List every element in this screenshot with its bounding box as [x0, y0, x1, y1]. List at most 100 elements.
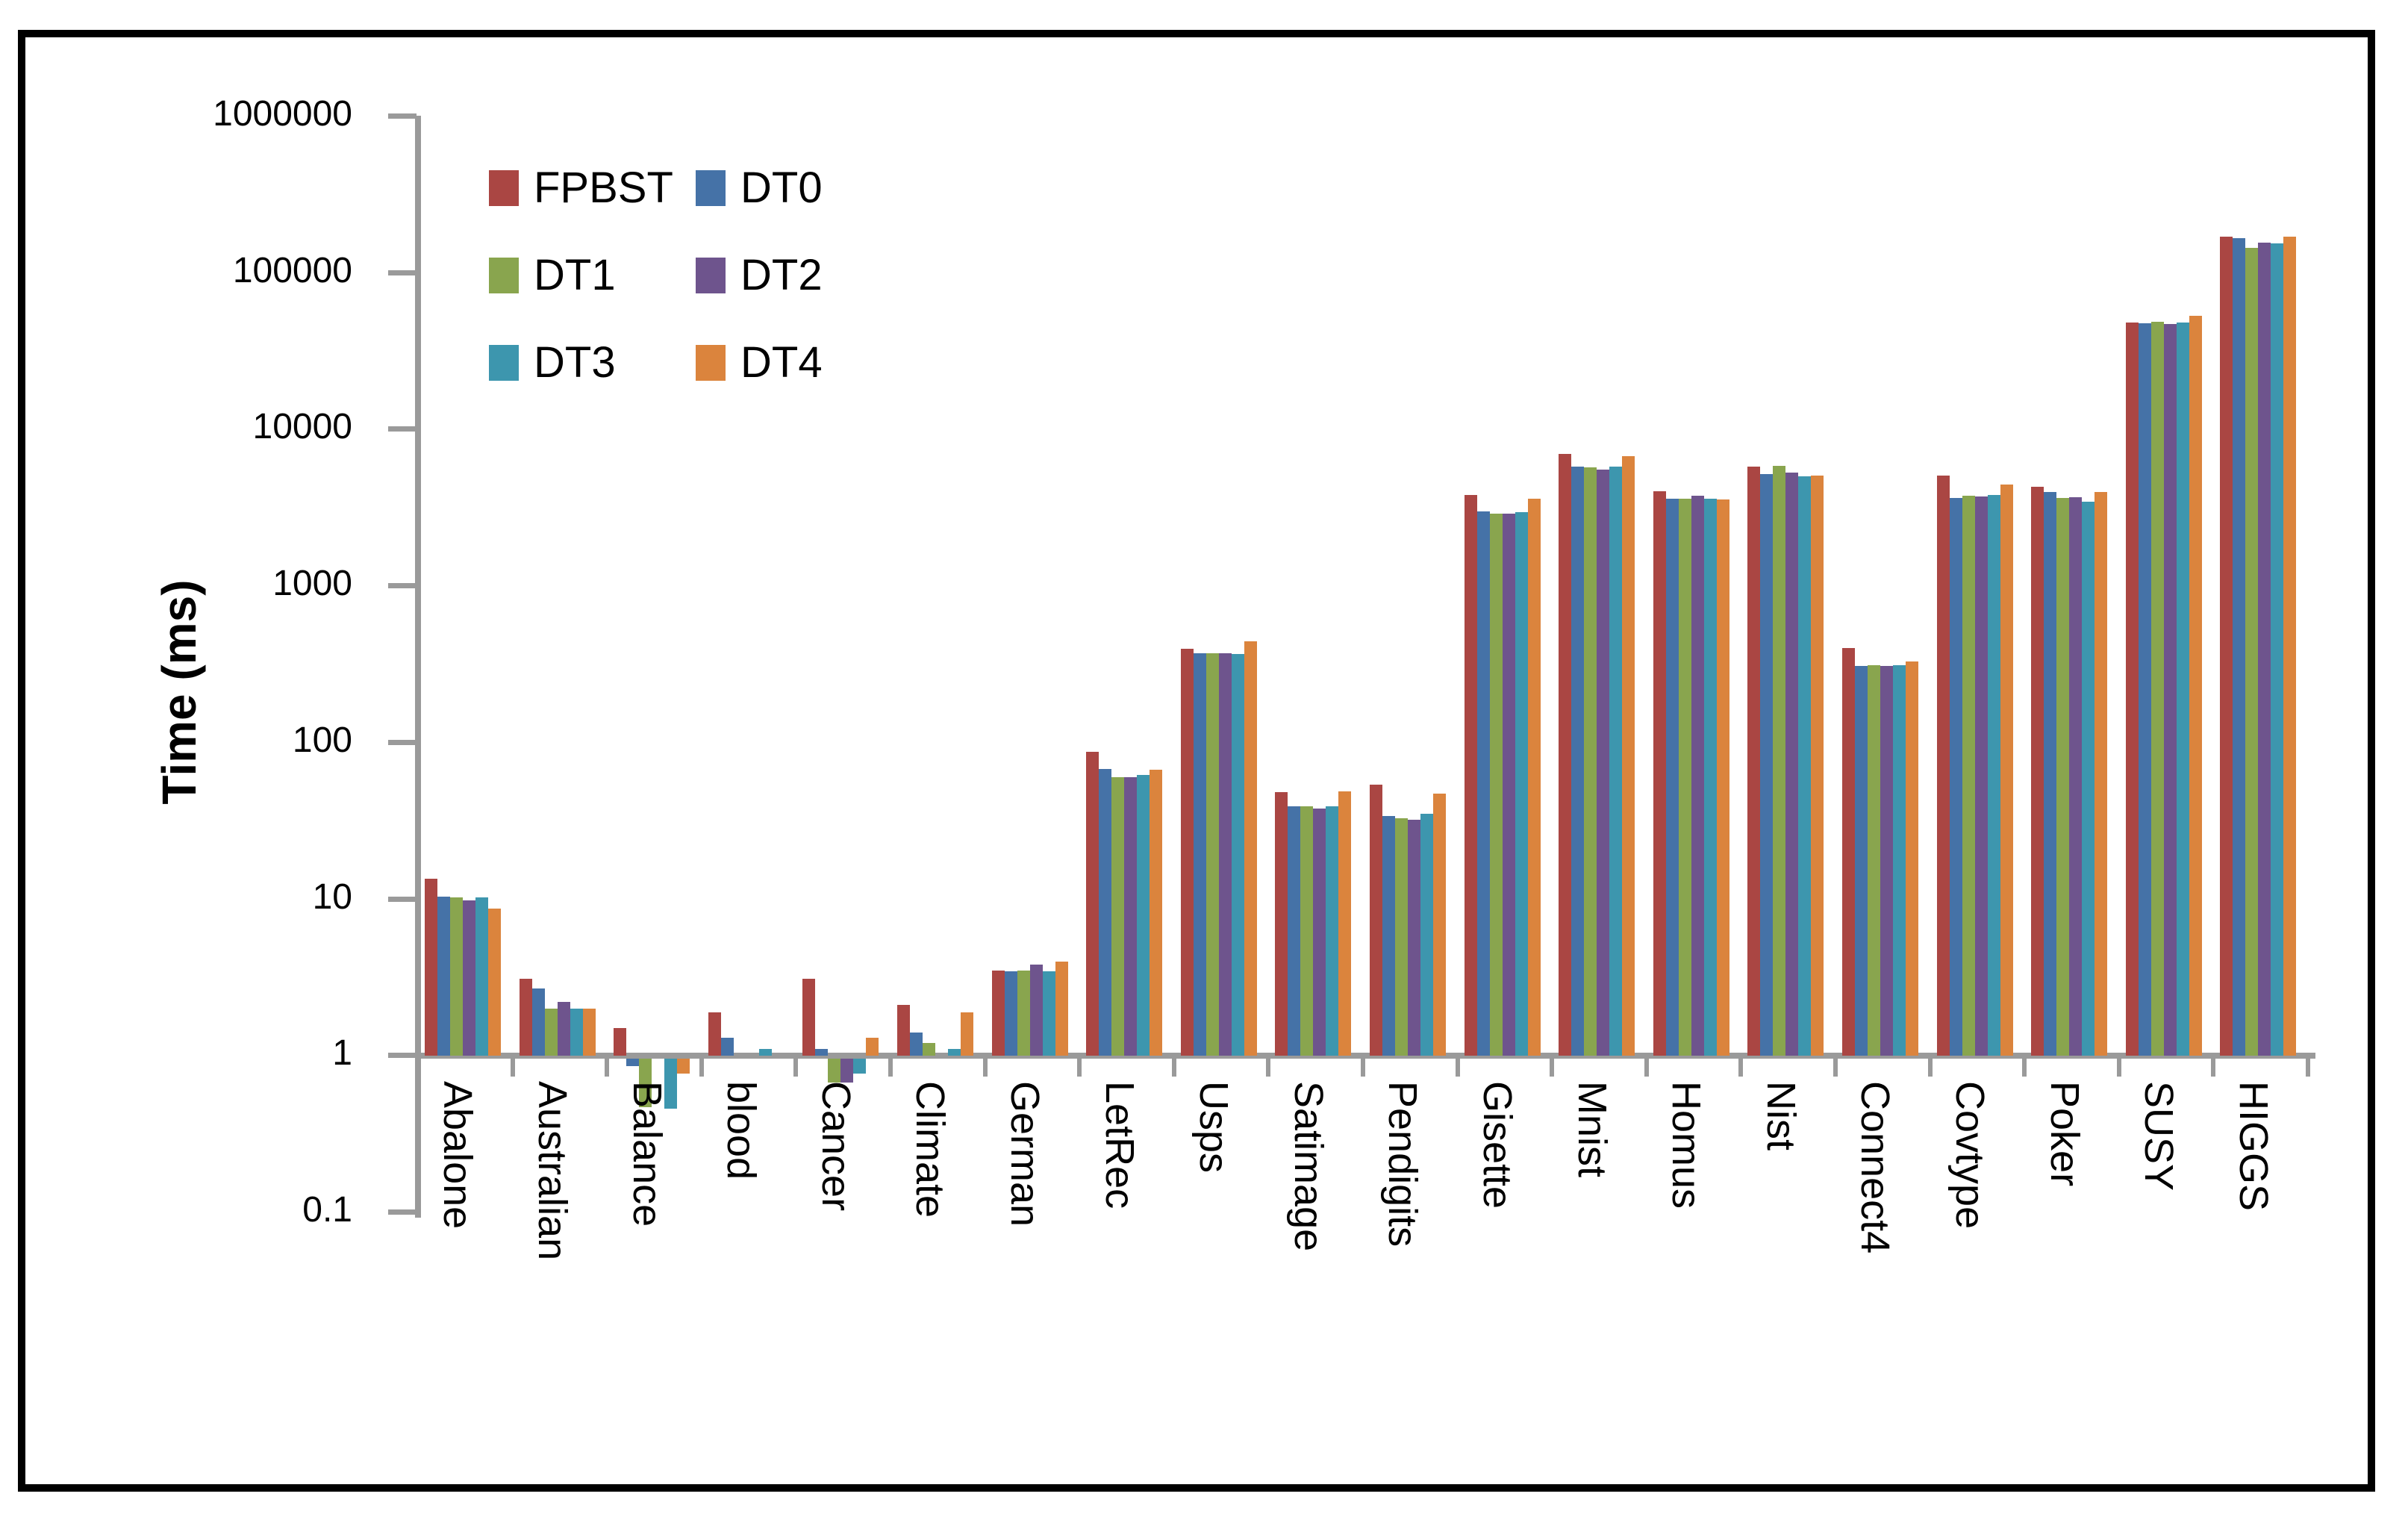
bar-dt2-usps [1218, 653, 1232, 1056]
y-tick-label: 0.1 [302, 1189, 352, 1230]
y-tick-label: 100000 [232, 250, 352, 290]
bar-dt1-australian [544, 1008, 558, 1056]
bar-dt3-covtype [1987, 494, 2000, 1056]
bar-dt4-usps [1244, 641, 1257, 1056]
bar-dt0-gisette [1476, 511, 1490, 1056]
bar-fpbst-blood [708, 1012, 721, 1056]
bar-dt1-cancer [828, 1059, 841, 1083]
legend-swatch-dt1 [489, 258, 519, 293]
bar-dt2-letrec [1124, 777, 1138, 1056]
bar-dt1-satimage [1300, 806, 1314, 1056]
x-tick-mark [1833, 1059, 1838, 1077]
x-tick-mark [1455, 1059, 1460, 1077]
bar-dt0-pendigits [1382, 815, 1395, 1056]
legend-swatch-dt2 [696, 258, 726, 293]
y-tick-mark [388, 113, 417, 119]
bar-dt2-nist [1785, 473, 1799, 1056]
bar-fpbst-cancer [802, 978, 816, 1056]
bar-dt2-mnist [1597, 470, 1610, 1056]
bar-fpbst-german [991, 970, 1005, 1056]
bar-dt1-connect4 [1868, 665, 1880, 1056]
bar-dt2-satimage [1313, 808, 1326, 1056]
bar-dt2-australian [557, 1002, 570, 1056]
bar-dt1-usps [1205, 653, 1219, 1056]
x-tick-mark [2211, 1059, 2216, 1077]
bar-dt1-nist [1773, 465, 1786, 1056]
y-tick-mark [388, 426, 417, 432]
bar-dt3-nist [1798, 476, 1812, 1056]
bar-dt1-balance [639, 1059, 652, 1107]
bar-dt0-higgs [2233, 237, 2246, 1056]
bar-dt0-abalone [437, 896, 450, 1056]
bar-dt1-gisette [1489, 513, 1503, 1056]
bar-dt2-higgs [2258, 243, 2271, 1056]
bar-dt1-poker [2056, 497, 2070, 1056]
x-tick-mark [1644, 1059, 1649, 1077]
bar-dt0-susy [2138, 323, 2151, 1056]
bar-dt0-mnist [1571, 466, 1585, 1056]
bar-fpbst-connect4 [1842, 648, 1855, 1056]
bar-dt3-satimage [1326, 806, 1339, 1056]
legend-label-dt1: DT1 [534, 251, 616, 299]
bar-dt3-cancer [853, 1059, 867, 1074]
x-tick-mark [510, 1059, 515, 1077]
bar-fpbst-homus [1653, 491, 1666, 1056]
bar-fpbst-climate [897, 1005, 910, 1056]
bar-dt0-climate [910, 1033, 923, 1056]
bar-dt2-abalone [463, 900, 475, 1056]
bar-dt3-balance [664, 1059, 678, 1109]
x-tick-mark [2306, 1059, 2310, 1077]
x-tick-mark [605, 1059, 610, 1077]
y-tick-label: 1 [332, 1033, 352, 1074]
y-tick-label: 10000 [252, 407, 352, 447]
x-tick-mark [1927, 1059, 1933, 1077]
bar-dt0-blood [720, 1038, 734, 1056]
bar-dt4-higgs [2283, 236, 2297, 1056]
bar-fpbst-mnist [1559, 453, 1572, 1056]
bar-fpbst-australian [519, 978, 532, 1056]
y-tick-mark [388, 739, 417, 745]
bar-dt4-pendigits [1433, 794, 1446, 1056]
legend-swatch-dt3 [489, 345, 519, 381]
legend-label-fpbst: FPBST [534, 164, 673, 212]
x-tick-mark [1738, 1059, 1744, 1077]
bar-dt2-connect4 [1880, 665, 1893, 1056]
bar-dt3-mnist [1609, 467, 1623, 1056]
bar-fpbst-letrec [1086, 752, 1099, 1056]
bar-dt1-susy [2150, 322, 2164, 1056]
bar-dt4-climate [961, 1012, 973, 1056]
y-tick-label: 1000 [272, 564, 352, 604]
bar-dt4-german [1055, 961, 1068, 1056]
bar-dt2-covtype [1974, 496, 1988, 1056]
bar-dt3-blood [758, 1049, 772, 1056]
bar-dt1-abalone [450, 897, 463, 1056]
legend-swatch-dt4 [696, 345, 726, 381]
bar-dt4-homus [1716, 499, 1729, 1056]
x-tick-mark [793, 1059, 799, 1077]
bar-dt3-higgs [2271, 243, 2284, 1056]
bar-fpbst-higgs [2220, 237, 2233, 1056]
bar-fpbst-gisette [1464, 495, 1477, 1056]
bar-dt0-balance [626, 1059, 640, 1066]
bar-dt2-homus [1691, 496, 1704, 1056]
y-tick-label: 1000000 [213, 94, 352, 134]
bar-dt4-nist [1811, 475, 1824, 1056]
bar-dt1-german [1017, 970, 1030, 1056]
legend-label-dt0: DT0 [740, 164, 823, 212]
bar-dt0-letrec [1099, 768, 1112, 1056]
bar-dt3-climate [948, 1049, 961, 1056]
legend-label-dt3: DT3 [534, 338, 616, 387]
bar-dt0-covtype [1949, 497, 1962, 1056]
x-tick-mark [2116, 1059, 2121, 1077]
bar-dt3-homus [1703, 498, 1717, 1056]
x-tick-mark [699, 1059, 704, 1077]
x-axis-line [415, 1053, 2315, 1059]
chart-border [18, 30, 2375, 1492]
legend-swatch-fpbst [489, 170, 519, 206]
bar-dt3-pendigits [1420, 814, 1433, 1056]
legend-swatch-dt0 [696, 170, 726, 206]
bar-dt4-letrec [1150, 770, 1163, 1056]
bar-dt1-covtype [1962, 495, 1975, 1056]
bar-dt2-gisette [1502, 513, 1515, 1056]
bar-dt2-susy [2163, 324, 2177, 1056]
